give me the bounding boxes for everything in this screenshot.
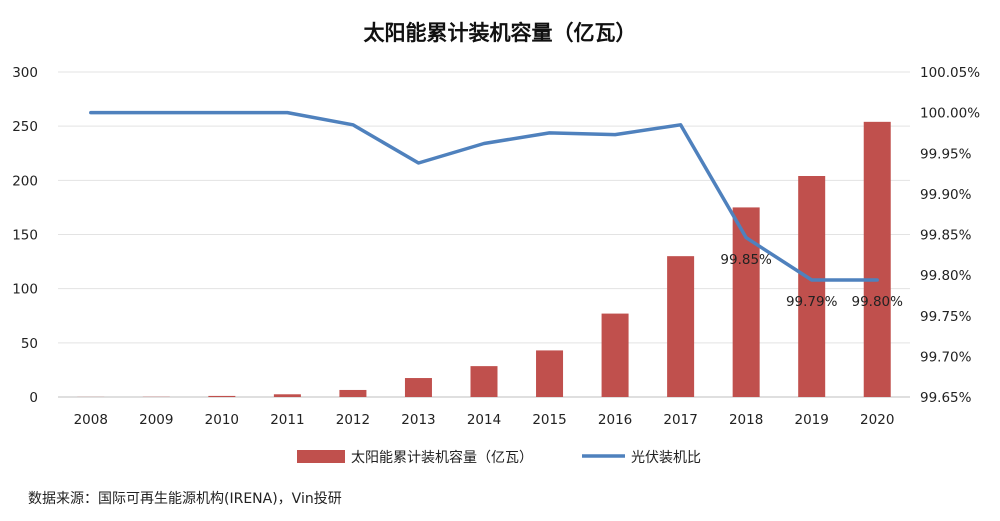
x-tick-label: 2012 — [336, 412, 370, 428]
x-tick-label: 2011 — [270, 412, 304, 428]
left-tick-label: 300 — [12, 65, 38, 81]
x-tick-label: 2013 — [401, 412, 435, 428]
legend-label-line: 光伏装机比 — [631, 450, 701, 466]
left-axis-ticks: 0 50 100 150 200 250 300 — [12, 65, 38, 406]
x-axis-ticks: 2008 2009 2010 2011 2012 2013 2014 2015 2016 2017… — [74, 412, 895, 428]
legend-label-bar: 太阳能累计装机容量（亿瓦） — [351, 449, 533, 466]
right-tick-label: 99.95% — [920, 146, 972, 162]
x-tick-label: 2016 — [598, 412, 632, 428]
bar — [602, 314, 629, 397]
bar — [405, 378, 432, 397]
x-tick-label: 2014 — [467, 412, 501, 428]
left-tick-label: 150 — [12, 228, 38, 244]
left-tick-label: 0 — [29, 390, 38, 406]
right-tick-label: 99.70% — [920, 349, 972, 365]
bar — [339, 390, 366, 397]
bar — [274, 394, 301, 397]
x-tick-label: 2009 — [139, 412, 173, 428]
bar — [471, 366, 498, 397]
data-label: 99.85% — [720, 252, 772, 268]
gridlines — [58, 72, 910, 397]
right-tick-label: 99.80% — [920, 268, 972, 284]
legend-swatch-bar — [297, 450, 345, 463]
right-axis-ticks: 99.65% 99.70% 99.75% 99.80% 99.85% 99.90% 99.9… — [920, 65, 980, 406]
left-tick-label: 50 — [21, 336, 38, 352]
bar — [208, 396, 235, 397]
x-tick-label: 2015 — [532, 412, 566, 428]
source-note: 数据来源：国际可再生能源机构(IRENA)，Vin投研 — [28, 491, 342, 507]
right-tick-label: 99.90% — [920, 187, 972, 203]
x-tick-label: 2010 — [205, 412, 239, 428]
x-tick-label: 2008 — [74, 412, 108, 428]
bar — [864, 122, 891, 397]
left-tick-label: 250 — [12, 119, 38, 135]
bar — [667, 256, 694, 397]
data-label: 99.79% — [786, 294, 838, 310]
bar — [798, 176, 825, 397]
right-tick-label: 99.65% — [920, 390, 972, 406]
left-tick-label: 200 — [12, 173, 38, 189]
right-tick-label: 100.00% — [920, 106, 980, 122]
data-label: 99.80% — [851, 294, 903, 310]
x-tick-label: 2019 — [795, 412, 829, 428]
legend: 太阳能累计装机容量（亿瓦） 光伏装机比 — [297, 449, 701, 466]
chart-title: 太阳能累计装机容量（亿瓦） — [364, 21, 637, 45]
bar — [536, 350, 563, 397]
right-tick-label: 99.85% — [920, 228, 972, 244]
x-tick-label: 2020 — [860, 412, 894, 428]
right-tick-label: 100.05% — [920, 65, 980, 81]
right-tick-label: 99.75% — [920, 309, 972, 325]
left-tick-label: 100 — [12, 282, 38, 298]
x-tick-label: 2017 — [663, 412, 697, 428]
x-tick-label: 2018 — [729, 412, 763, 428]
